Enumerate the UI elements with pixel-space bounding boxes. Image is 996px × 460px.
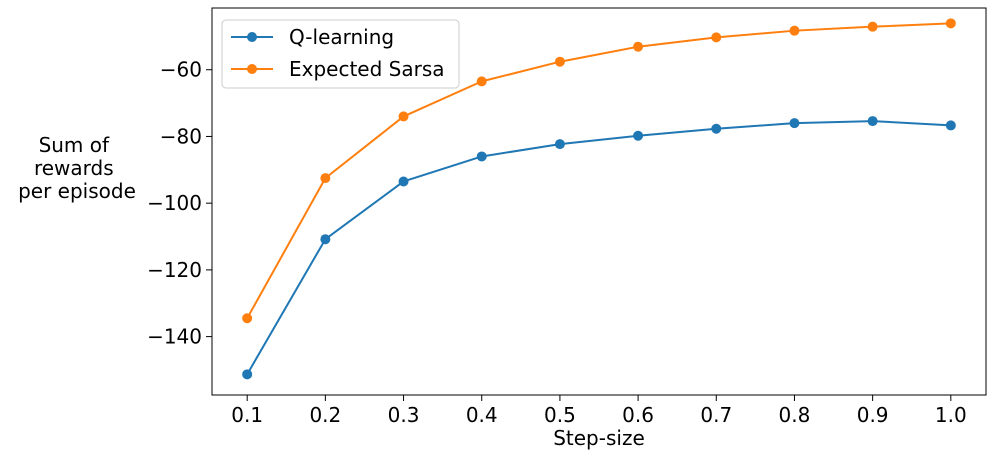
data-point-expected-sarsa <box>554 56 565 67</box>
x-tick-label: 0.5 <box>544 403 576 427</box>
legend: Q-learning Expected Sarsa <box>221 19 460 89</box>
data-point-q-learning <box>398 176 409 187</box>
y-tick-label: −80 <box>160 124 202 148</box>
data-point-q-learning <box>945 120 956 131</box>
data-point-q-learning <box>320 234 331 245</box>
y-axis-ticks: −140 −120 −100 −80 −60 <box>147 58 212 349</box>
x-tick-label: 0.1 <box>231 403 263 427</box>
legend-marker-q-learning <box>247 32 257 42</box>
y-tick-label: −140 <box>147 325 202 349</box>
y-axis-label: Sum of rewards per episode <box>18 133 136 203</box>
x-tick-label: 0.8 <box>779 403 811 427</box>
data-point-expected-sarsa <box>476 76 487 87</box>
data-point-expected-sarsa <box>789 25 800 36</box>
y-axis-label-line-2: rewards <box>34 156 114 180</box>
data-point-q-learning <box>867 116 878 127</box>
x-tick-label: 1.0 <box>935 403 967 427</box>
x-tick-label: 0.6 <box>622 403 654 427</box>
data-point-expected-sarsa <box>633 41 644 52</box>
plot-area <box>242 18 956 380</box>
y-tick-label: −100 <box>147 191 202 215</box>
legend-marker-expected-sarsa <box>247 64 257 74</box>
series-expected-sarsa <box>242 18 956 324</box>
data-point-expected-sarsa <box>242 313 253 324</box>
x-tick-label: 0.2 <box>309 403 341 427</box>
data-point-q-learning <box>633 130 644 141</box>
data-point-expected-sarsa <box>945 18 956 29</box>
axes <box>211 7 987 396</box>
series-line-expected-sarsa <box>246 22 951 319</box>
data-point-q-learning <box>789 118 800 129</box>
legend-box <box>221 19 460 89</box>
x-tick-label: 0.3 <box>388 403 420 427</box>
data-point-expected-sarsa <box>711 32 722 43</box>
x-axis-ticks: 0.1 0.2 0.3 0.4 0.5 0.6 0.7 0.8 0.9 1.0 <box>231 395 967 427</box>
y-tick-label: −60 <box>160 58 202 82</box>
y-axis-label-line-1: Sum of <box>39 133 110 157</box>
axes-frame <box>211 7 987 396</box>
data-point-expected-sarsa <box>867 21 878 32</box>
data-point-q-learning <box>554 139 565 150</box>
series-line-q-learning <box>246 120 951 375</box>
data-point-q-learning <box>476 151 487 162</box>
data-point-expected-sarsa <box>398 111 409 122</box>
legend-label-q-learning: Q-learning <box>289 25 394 49</box>
x-tick-label: 0.4 <box>466 403 498 427</box>
x-tick-label: 0.7 <box>700 403 732 427</box>
data-point-q-learning <box>242 369 253 380</box>
series-q-learning <box>242 116 956 380</box>
data-point-expected-sarsa <box>320 173 331 184</box>
y-tick-label: −120 <box>147 258 202 282</box>
legend-label-expected-sarsa: Expected Sarsa <box>289 57 445 81</box>
data-point-q-learning <box>711 123 722 134</box>
x-tick-label: 0.9 <box>857 403 889 427</box>
y-axis-label-line-3: per episode <box>18 179 136 203</box>
x-axis-label: Step-size <box>553 426 645 450</box>
